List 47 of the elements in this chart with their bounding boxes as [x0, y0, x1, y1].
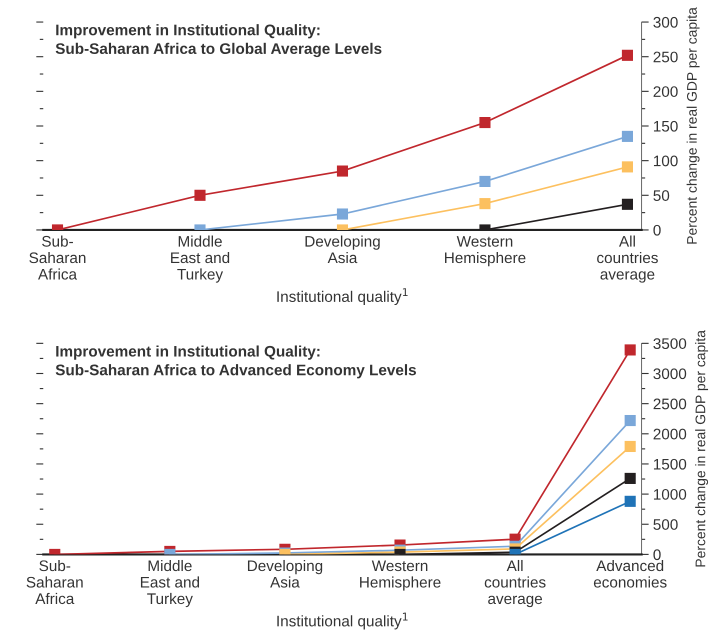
- x-axis-title: Institutional quality$^{1}$: [277, 612, 408, 630]
- point: [622, 161, 633, 172]
- point: [336, 165, 348, 177]
- point: [622, 50, 633, 61]
- x-tick-label: Developing Asia: [248, 560, 322, 588]
- point: [624, 496, 636, 507]
- x-tick-label: Sub- Saharan Africa: [29, 236, 86, 280]
- point: [622, 198, 633, 210]
- y-tick-label: 3000: [653, 368, 686, 380]
- point: [624, 472, 636, 484]
- y-tick-label: 50: [653, 190, 670, 201]
- y-tick-label: 250: [654, 52, 678, 62]
- point: [194, 190, 206, 201]
- point: [624, 440, 636, 452]
- point: [479, 176, 491, 187]
- y-tick-label: 1000: [654, 488, 686, 500]
- y-axis-title: Percent change in real GDP per capita: [686, 7, 700, 244]
- point: [622, 130, 633, 142]
- x-axis-title: Institutional quality$^{1}$: [277, 288, 408, 306]
- y-tick-label: 500: [653, 519, 678, 530]
- y-tick-label: 300: [653, 16, 678, 28]
- y-tick-label: 0: [653, 549, 661, 560]
- x-tick-label: Sub- Saharan Africa: [26, 560, 83, 604]
- point: [479, 116, 491, 128]
- point: [336, 208, 348, 220]
- text: Improvement in Institutional Quality: Sub-Saharan Africa to Global Average Levels: [56, 24, 382, 58]
- x-tick-label: Middle East and Turkey: [140, 560, 200, 608]
- x-tick-label: Middle East and Turkey: [171, 236, 230, 283]
- x-tick-label: Western Hemisphere: [445, 236, 526, 266]
- text: Improvement in Institutional Quality: Sub-Saharan Africa to Advanced Economy Levels: [56, 345, 416, 378]
- point: [479, 198, 491, 210]
- y-axis-title: Percent change in real GDP per capita: [695, 330, 708, 566]
- y-tick-label: 150: [654, 120, 678, 132]
- point: [624, 414, 636, 426]
- y-tick-label: 2000: [654, 428, 686, 440]
- y-tick-label: 0: [653, 224, 661, 236]
- x-tick-label: All countries average: [597, 236, 658, 283]
- x-tick-label: Western Hemisphere: [360, 560, 441, 591]
- y-tick-label: 3500: [653, 338, 686, 350]
- y-tick-label: 2500: [654, 398, 686, 410]
- point: [624, 344, 636, 356]
- y-tick-label: 100: [654, 156, 678, 166]
- y-tick-label: 1500: [654, 458, 686, 470]
- y-tick-label: 200: [654, 86, 678, 98]
- x-tick-label: Developing Asia: [306, 236, 380, 264]
- x-tick-label: All countries average: [484, 560, 546, 608]
- x-tick-label: Advanced economies: [594, 560, 667, 588]
